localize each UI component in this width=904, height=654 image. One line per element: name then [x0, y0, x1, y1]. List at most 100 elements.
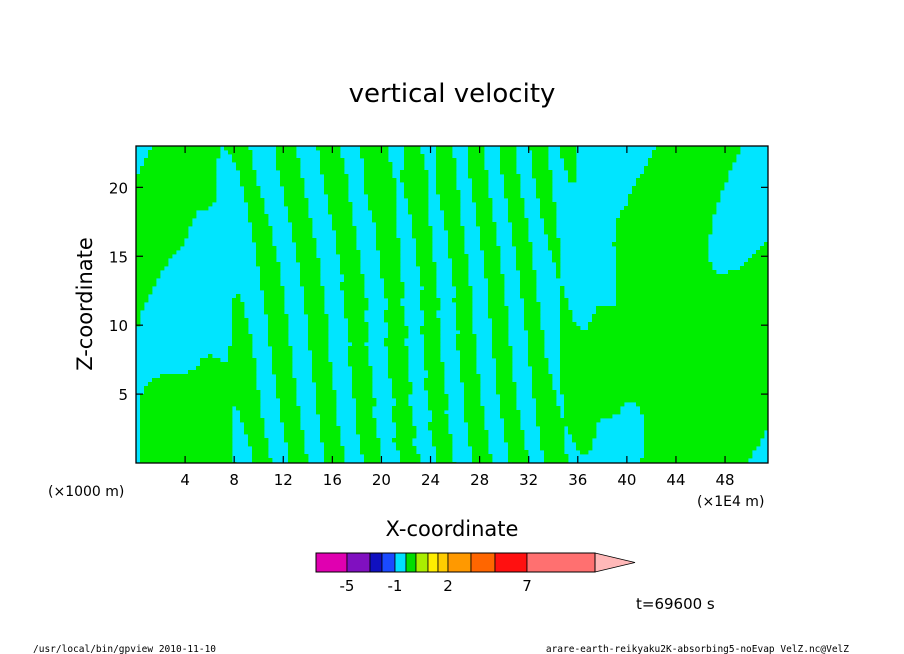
positive-velocity-cell: [404, 194, 429, 199]
positive-velocity-cell: [280, 174, 301, 179]
positive-velocity-cell: [540, 434, 565, 439]
positive-velocity-cell: [288, 442, 305, 447]
positive-velocity-cell: [444, 218, 461, 223]
positive-velocity-cell: [424, 286, 437, 291]
positive-velocity-cell: [400, 178, 429, 183]
positive-velocity-cell: [196, 366, 257, 371]
positive-velocity-cell: [472, 194, 489, 199]
positive-velocity-cell: [472, 198, 493, 203]
positive-velocity-cell: [428, 390, 445, 395]
positive-velocity-cell: [472, 454, 493, 459]
positive-velocity-cell: [344, 302, 369, 307]
positive-velocity-cell: [644, 442, 761, 447]
positive-velocity-cell: [364, 190, 397, 195]
positive-velocity-cell: [416, 254, 433, 259]
positive-velocity-cell: [388, 302, 401, 307]
positive-velocity-cell: [408, 202, 429, 207]
positive-velocity-cell: [508, 454, 529, 459]
positive-velocity-cell: [616, 302, 768, 307]
positive-velocity-cell: [460, 350, 477, 355]
positive-velocity-cell: [252, 238, 273, 243]
positive-velocity-cell: [436, 158, 457, 163]
positive-velocity-cell: [632, 186, 725, 191]
positive-velocity-cell: [152, 146, 221, 151]
positive-velocity-cell: [232, 338, 253, 343]
positive-velocity-cell: [500, 146, 517, 151]
positive-velocity-cell: [252, 446, 269, 451]
positive-velocity-cell: [472, 458, 493, 463]
positive-velocity-cell: [332, 226, 357, 231]
x-axis-label: X-coordinate: [386, 517, 519, 541]
positive-velocity-cell: [136, 198, 217, 203]
positive-velocity-cell: [748, 258, 768, 263]
positive-velocity-cell: [396, 434, 417, 439]
positive-velocity-cell: [524, 314, 541, 319]
positive-velocity-cell: [136, 206, 209, 211]
positive-velocity-cell: [232, 302, 245, 307]
positive-velocity-cell: [260, 274, 281, 279]
positive-velocity-cell: [468, 170, 489, 175]
positive-velocity-cell: [276, 378, 297, 383]
positive-velocity-cell: [136, 258, 169, 263]
positive-velocity-cell: [428, 406, 449, 411]
positive-velocity-cell: [136, 274, 161, 279]
positive-velocity-cell: [276, 386, 297, 391]
positive-velocity-cell: [384, 342, 405, 347]
positive-velocity-cell: [520, 294, 537, 299]
positive-velocity-cell: [616, 230, 713, 235]
positive-velocity-cell: [464, 418, 485, 423]
positive-velocity-cell: [136, 254, 173, 259]
positive-velocity-cell: [280, 170, 301, 175]
positive-velocity-cell: [304, 306, 325, 311]
positive-velocity-cell: [572, 434, 597, 439]
positive-velocity-cell: [504, 194, 521, 199]
positive-velocity-cell: [248, 206, 265, 211]
positive-velocity-cell: [456, 342, 477, 347]
positive-velocity-cell: [136, 194, 217, 199]
positive-velocity-cell: [560, 370, 768, 375]
positive-velocity-cell: [244, 430, 265, 435]
positive-velocity-cell: [516, 254, 533, 259]
positive-velocity-cell: [420, 274, 437, 279]
positive-velocity-cell: [480, 238, 497, 243]
positive-velocity-cell: [644, 426, 768, 431]
positive-velocity-cell: [352, 378, 373, 383]
positive-velocity-cell: [544, 450, 565, 455]
positive-velocity-cell: [264, 294, 285, 299]
positive-velocity-cell: [496, 390, 517, 395]
positive-velocity-cell: [568, 430, 597, 435]
positive-velocity-cell: [368, 198, 397, 203]
positive-velocity-cell: [392, 410, 413, 415]
positive-velocity-cell: [296, 242, 317, 247]
positive-velocity-cell: [316, 146, 341, 151]
positive-velocity-cell: [504, 174, 521, 179]
positive-velocity-cell: [560, 146, 577, 151]
positive-velocity-cell: [244, 186, 261, 191]
positive-velocity-cell: [244, 190, 261, 195]
positive-velocity-cell: [512, 238, 529, 243]
positive-velocity-cell: [396, 442, 413, 447]
positive-velocity-cell: [500, 394, 517, 399]
positive-velocity-cell: [612, 242, 709, 247]
positive-velocity-cell: [256, 242, 273, 247]
positive-velocity-cell: [484, 262, 501, 267]
positive-velocity-cell: [428, 370, 445, 375]
x-tick-label: 12: [274, 471, 293, 489]
positive-velocity-cell: [248, 442, 269, 447]
positive-velocity-cell: [380, 262, 401, 267]
positive-velocity-cell: [288, 454, 309, 459]
positive-velocity-cell: [528, 334, 545, 339]
x-tick-label: 20: [372, 471, 391, 489]
positive-velocity-cell: [564, 398, 768, 403]
positive-velocity-cell: [264, 306, 285, 311]
positive-velocity-cell: [136, 282, 157, 287]
positive-velocity-cell: [448, 230, 465, 235]
positive-velocity-cell: [340, 258, 361, 263]
positive-velocity-cell: [324, 450, 345, 455]
positive-velocity-cell: [564, 394, 768, 399]
positive-velocity-cell: [436, 454, 453, 459]
positive-velocity-cell: [644, 446, 757, 451]
positive-velocity-cell: [444, 214, 461, 219]
positive-velocity-cell: [460, 374, 481, 379]
positive-velocity-cell: [464, 406, 485, 411]
